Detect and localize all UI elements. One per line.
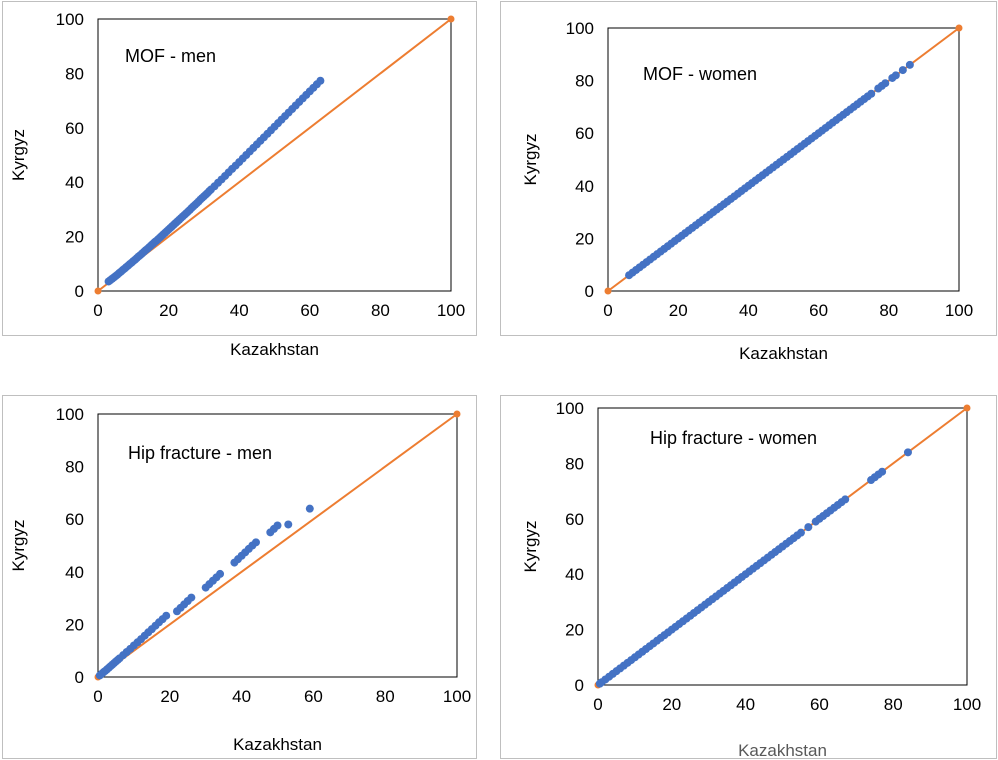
x-tick-label: 40 (739, 301, 758, 320)
data-point (273, 521, 282, 530)
data-point (316, 76, 325, 85)
y-tick-label: 20 (575, 229, 594, 248)
chart-annotation: Hip fracture - women (650, 428, 817, 448)
data-point (251, 538, 260, 547)
x-tick-label: 60 (810, 695, 829, 714)
x-tick-label: 20 (662, 695, 681, 714)
data-point (305, 504, 314, 513)
reference-line-endpoint (604, 287, 612, 295)
y-tick-label: 40 (565, 565, 584, 584)
x-tick-label: 20 (159, 301, 178, 320)
plot-area (97, 18, 452, 292)
x-tick-label: 100 (953, 695, 981, 714)
x-tick-label: 0 (93, 301, 102, 320)
x-axis-title: Kazakhstan (233, 735, 322, 754)
x-tick-label: 100 (437, 301, 465, 320)
data-point (878, 467, 887, 476)
y-tick-label: 0 (75, 282, 84, 301)
x-tick-label: 60 (304, 687, 323, 706)
y-axis-title: Kyrgyz (521, 134, 540, 186)
x-tick-label: 0 (593, 695, 602, 714)
y-tick-label: 60 (65, 510, 84, 529)
y-tick-label: 60 (565, 510, 584, 529)
chart-panel-3: 0 20 40 60 80 100 0 20 40 60 80 100 Kazakhstan Kyrgyz… (2, 395, 477, 759)
reference-line (97, 18, 452, 292)
y-tick-label: 40 (65, 563, 84, 582)
x-tick-label: 40 (232, 687, 251, 706)
y-tick-label: 60 (575, 124, 594, 143)
data-point (891, 71, 900, 80)
plot-area (607, 27, 960, 292)
reference-line-endpoint (94, 287, 102, 295)
x-tick-label: 80 (371, 301, 390, 320)
data-point (905, 60, 914, 69)
y-tick-label: 100 (556, 399, 584, 418)
y-tick-label: 40 (65, 173, 84, 192)
data-point (867, 89, 876, 98)
reference-line (97, 413, 458, 678)
x-axis-title: Kazakhstan (739, 344, 828, 363)
data-point (898, 66, 907, 75)
y-tick-label: 100 (566, 19, 594, 38)
x-tick-label: 40 (230, 301, 249, 320)
x-tick-label: 100 (443, 687, 471, 706)
reference-line-endpoint (963, 404, 971, 412)
data-point (804, 523, 813, 532)
reference-line-endpoint (453, 410, 461, 418)
y-tick-label: 40 (575, 177, 594, 196)
x-tick-label: 40 (736, 695, 755, 714)
chart-panel-2: 0 20 40 60 80 100 0 20 40 60 80 100 Kazakhstan Kyrgyz… (500, 1, 997, 363)
chart-frame (2, 1, 477, 336)
chart-frame (500, 395, 997, 759)
data-point (187, 593, 196, 602)
chart-annotation: MOF - women (643, 64, 757, 84)
data-point (796, 528, 805, 537)
reference-line-endpoint (955, 24, 963, 32)
chart-annotation: Hip fracture - men (128, 443, 272, 463)
chart-panel-4: 0 20 40 60 80 100 0 20 40 60 80 100 Kazakhstan Kyrgyz… (500, 395, 997, 760)
y-tick-label: 20 (65, 615, 84, 634)
chart-annotation: MOF - men (125, 46, 216, 66)
chart-frame (2, 395, 477, 759)
reference-line-endpoint (447, 15, 455, 23)
data-point (841, 495, 850, 504)
x-tick-label: 80 (376, 687, 395, 706)
y-tick-label: 60 (65, 119, 84, 138)
x-tick-label: 60 (300, 301, 319, 320)
data-point (216, 569, 225, 578)
x-tick-label: 0 (603, 301, 612, 320)
y-axis-title: Kyrgyz (9, 129, 28, 181)
chart-frame (500, 1, 997, 336)
x-axis-title: Kazakhstan (738, 741, 827, 760)
x-tick-label: 80 (884, 695, 903, 714)
plot-area (597, 407, 968, 686)
x-tick-label: 100 (945, 301, 973, 320)
y-tick-label: 80 (565, 454, 584, 473)
data-point (903, 448, 912, 457)
data-point (162, 611, 171, 620)
y-tick-label: 80 (575, 72, 594, 91)
x-tick-label: 20 (669, 301, 688, 320)
y-tick-label: 100 (56, 10, 84, 29)
y-tick-label: 0 (75, 668, 84, 687)
y-tick-label: 0 (575, 676, 584, 695)
data-point (284, 520, 293, 529)
x-tick-label: 0 (93, 687, 102, 706)
y-axis-title: Kyrgyz (521, 521, 540, 573)
x-tick-label: 80 (879, 301, 898, 320)
y-tick-label: 80 (65, 64, 84, 83)
y-tick-label: 20 (565, 621, 584, 640)
plot-area (97, 413, 458, 678)
x-tick-label: 60 (809, 301, 828, 320)
x-axis-title: Kazakhstan (230, 340, 319, 359)
y-tick-label: 100 (56, 405, 84, 424)
data-point (881, 79, 890, 88)
y-tick-label: 0 (585, 282, 594, 301)
y-tick-label: 80 (65, 458, 84, 477)
chart-panel-1: 0 20 40 60 80 100 0 20 40 60 80 100 Kazakhstan Kyrgyz… (2, 1, 477, 359)
x-tick-label: 20 (160, 687, 179, 706)
y-tick-label: 20 (65, 228, 84, 247)
y-axis-title: Kyrgyz (9, 520, 28, 572)
